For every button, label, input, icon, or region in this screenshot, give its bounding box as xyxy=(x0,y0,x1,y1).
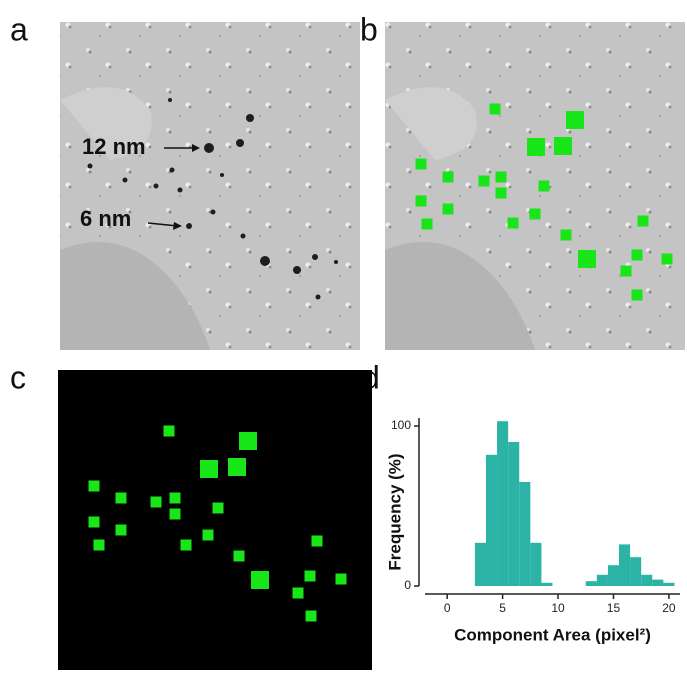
x-tick-label: 0 xyxy=(444,601,451,615)
bar xyxy=(485,454,498,586)
particle xyxy=(88,516,100,528)
bar xyxy=(530,542,542,586)
x-axis-title: Component Area (pixel²) xyxy=(454,625,651,644)
histogram: 0 5 10 15 20 0 100 Component Area (pixel²) Frequ… xyxy=(385,418,680,644)
panel-label: c xyxy=(10,359,26,395)
bar xyxy=(663,582,675,586)
micrograph-b xyxy=(385,22,685,350)
particle xyxy=(578,250,596,268)
particle xyxy=(311,535,323,547)
particle xyxy=(239,432,257,450)
detected-particles xyxy=(415,103,673,301)
particle xyxy=(620,265,632,277)
bar xyxy=(641,574,653,586)
bar xyxy=(630,557,642,586)
particle xyxy=(163,425,175,437)
particle xyxy=(169,508,181,520)
y-tick-label: 100 xyxy=(391,418,411,432)
bar xyxy=(519,482,531,586)
particle xyxy=(529,208,541,220)
bar xyxy=(607,565,620,586)
particle xyxy=(115,524,127,536)
arrowhead xyxy=(173,222,182,230)
bar xyxy=(508,442,520,586)
panel-label: b xyxy=(360,11,378,47)
particle xyxy=(415,195,427,207)
binary-image xyxy=(58,370,372,670)
particle xyxy=(202,529,214,541)
particle xyxy=(150,496,162,508)
particle xyxy=(442,171,454,183)
particle xyxy=(560,229,572,241)
particle xyxy=(115,492,127,504)
particle xyxy=(554,137,572,155)
particle xyxy=(305,610,317,622)
annotation: 6 nm xyxy=(80,206,131,231)
particle xyxy=(495,187,507,199)
bar xyxy=(474,542,486,586)
particle xyxy=(538,180,550,192)
particle xyxy=(200,460,218,478)
x-tick-label: 20 xyxy=(662,601,676,615)
particle xyxy=(507,217,519,229)
annotation: 12 nm xyxy=(82,134,146,159)
bar xyxy=(541,582,553,586)
particle xyxy=(228,458,246,476)
bar xyxy=(619,544,631,586)
particle xyxy=(415,158,427,170)
particle xyxy=(421,218,433,230)
particle xyxy=(180,539,192,551)
x-tick-label: 10 xyxy=(551,601,565,615)
particle xyxy=(335,573,347,585)
particle xyxy=(169,492,181,504)
x-tick-label: 5 xyxy=(499,601,506,615)
particle xyxy=(637,215,649,227)
particle xyxy=(495,171,507,183)
detected-particles xyxy=(88,425,347,622)
particle xyxy=(478,175,490,187)
y-axis-title: Frequency (%) xyxy=(385,453,404,570)
particle xyxy=(93,539,105,551)
bar xyxy=(585,581,597,586)
bar xyxy=(596,574,608,586)
particle xyxy=(489,103,501,115)
y-tick-label: 0 xyxy=(404,578,411,592)
micrograph-a xyxy=(60,22,360,350)
bar xyxy=(497,421,509,586)
particle xyxy=(631,289,643,301)
x-tick-label: 15 xyxy=(607,601,621,615)
particle xyxy=(88,480,100,492)
particle xyxy=(292,587,304,599)
particle xyxy=(233,550,245,562)
particle xyxy=(631,249,643,261)
particle xyxy=(251,571,269,589)
panel-label: a xyxy=(10,11,28,47)
particle xyxy=(661,253,673,265)
particle xyxy=(212,502,224,514)
arrow xyxy=(147,222,179,227)
particle xyxy=(442,203,454,215)
particle xyxy=(527,138,545,156)
bar xyxy=(652,579,664,586)
particle xyxy=(304,570,316,582)
arrowhead xyxy=(192,144,200,152)
particle xyxy=(566,111,584,129)
